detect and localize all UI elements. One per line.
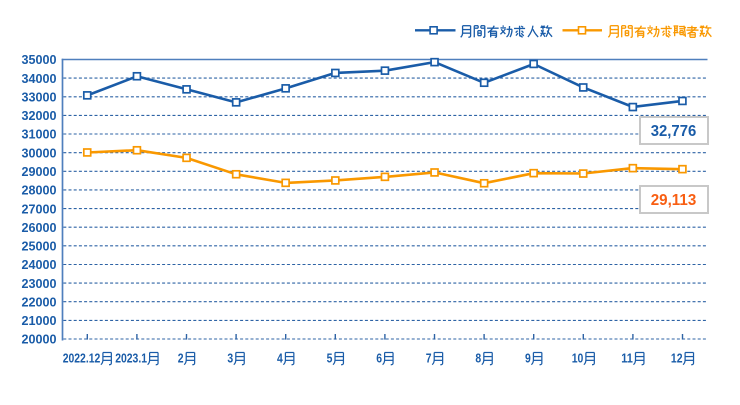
svg-text:34000: 34000 — [22, 71, 57, 86]
svg-text:4: 4 — [277, 351, 283, 366]
svg-text:33000: 33000 — [22, 90, 57, 105]
svg-text:3: 3 — [227, 351, 233, 366]
svg-text:31000: 31000 — [22, 127, 57, 142]
svg-text:27000: 27000 — [22, 201, 57, 216]
svg-text:24000: 24000 — [22, 257, 57, 272]
svg-text:22000: 22000 — [22, 294, 57, 309]
svg-text:12: 12 — [671, 351, 683, 366]
svg-text:9: 9 — [525, 351, 531, 366]
svg-text:11: 11 — [621, 351, 633, 366]
svg-text:30000: 30000 — [22, 145, 57, 160]
svg-text:20000: 20000 — [22, 332, 57, 347]
svg-text:2022.12: 2022.12 — [63, 351, 101, 366]
svg-text:35000: 35000 — [22, 52, 57, 67]
svg-text:25000: 25000 — [22, 239, 57, 254]
svg-text:2: 2 — [178, 351, 184, 366]
svg-text:5: 5 — [327, 351, 333, 366]
svg-text:21000: 21000 — [22, 313, 57, 328]
svg-text:26000: 26000 — [22, 220, 57, 235]
svg-text:29,113: 29,113 — [651, 192, 697, 209]
svg-text:29000: 29000 — [22, 164, 57, 179]
svg-text:6: 6 — [376, 351, 382, 366]
svg-text:7: 7 — [426, 351, 432, 366]
svg-text:28000: 28000 — [22, 183, 57, 198]
svg-text:8: 8 — [475, 351, 481, 366]
svg-text:32,776: 32,776 — [651, 123, 697, 140]
svg-text:23000: 23000 — [22, 276, 57, 291]
svg-text:2023.1: 2023.1 — [115, 351, 147, 366]
svg-text:32000: 32000 — [22, 108, 57, 123]
svg-text:10: 10 — [572, 351, 584, 366]
